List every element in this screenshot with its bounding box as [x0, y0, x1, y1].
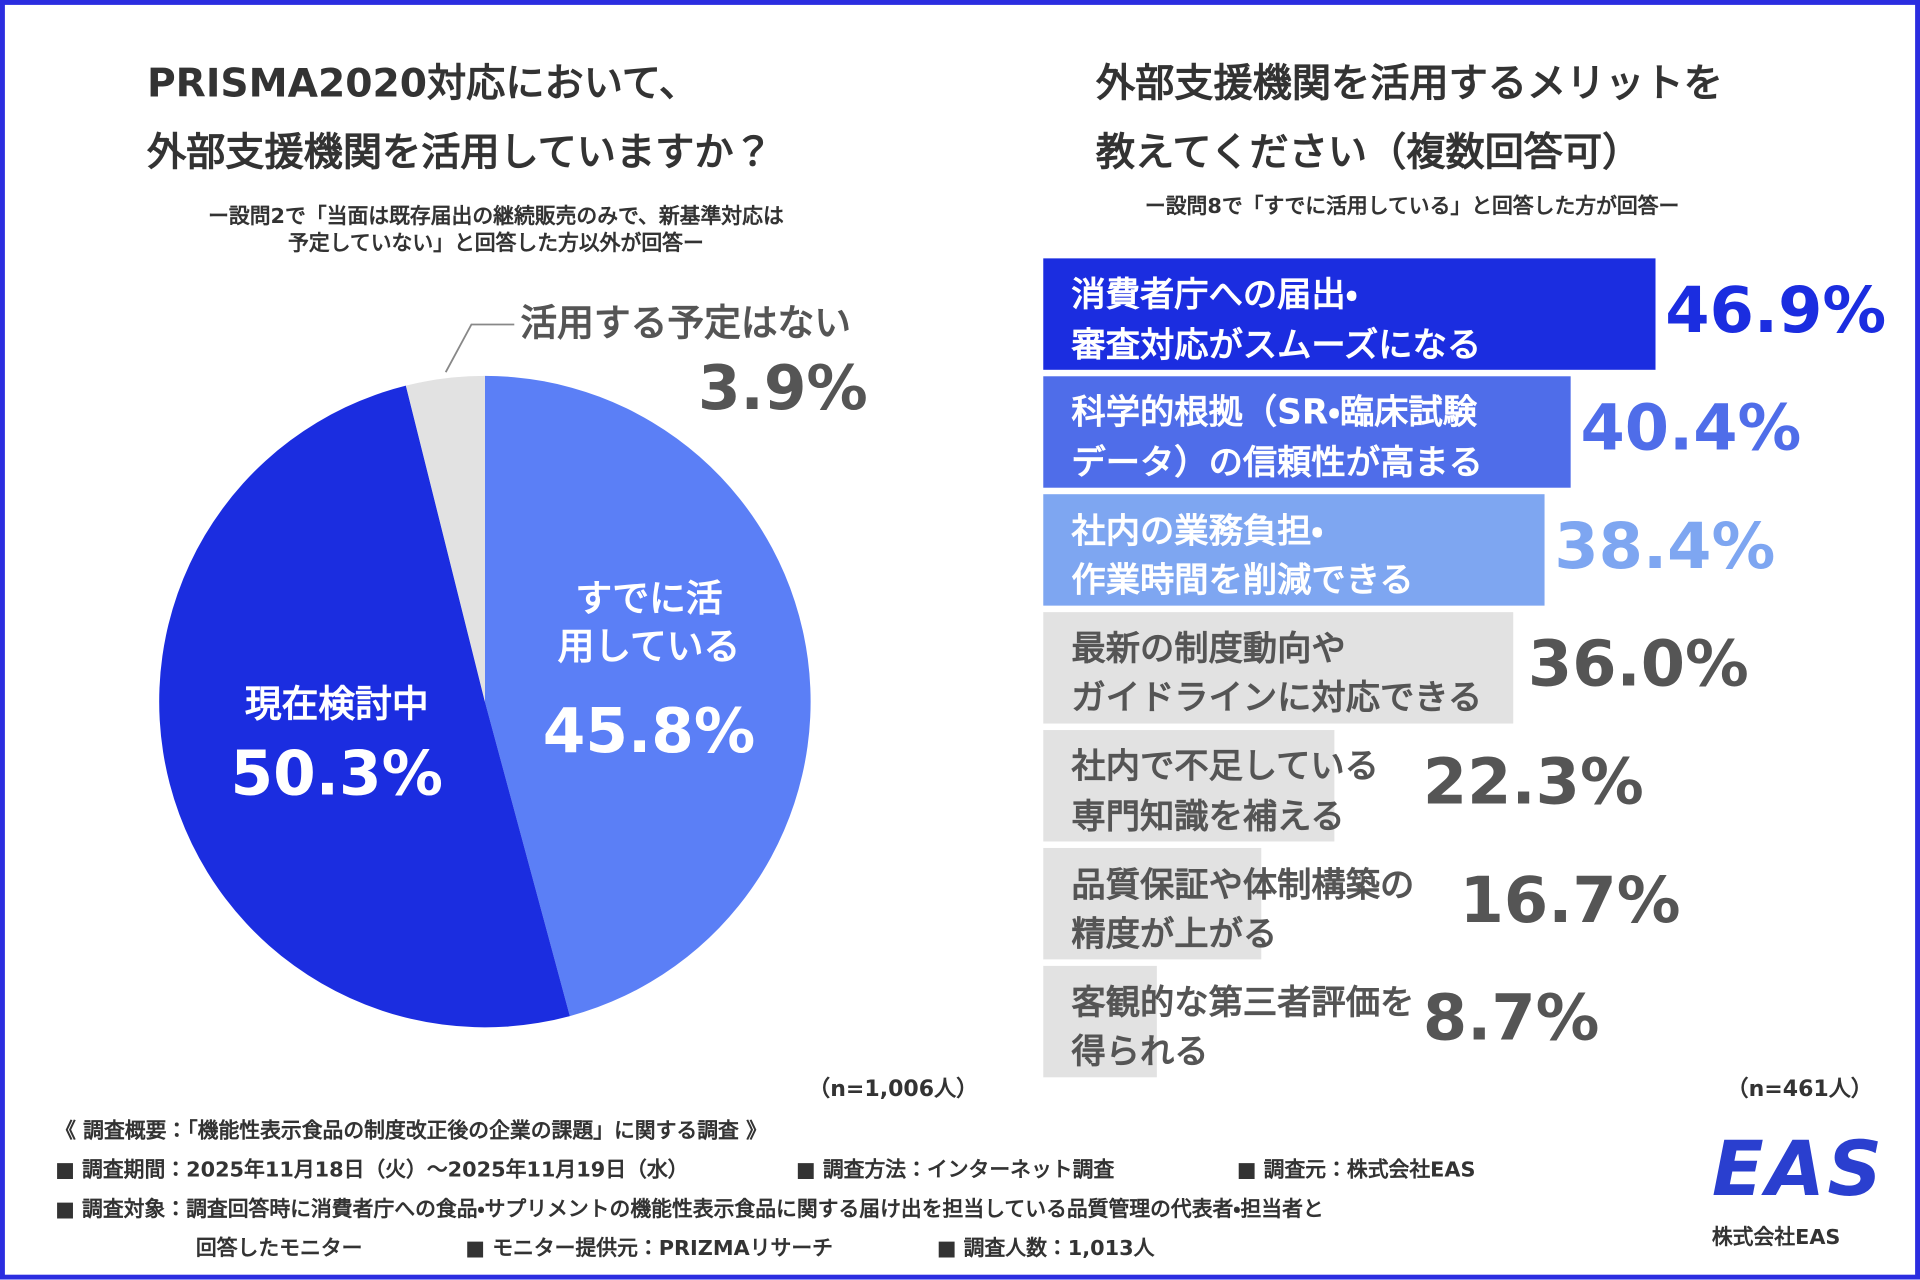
value-label: 16.7%: [1459, 863, 1681, 938]
value-label: 8.7%: [1422, 981, 1600, 1056]
bar-label: 品質保証や体制構築の 精度が上がる: [1071, 863, 1415, 954]
value-label: 38.4%: [1554, 510, 1776, 584]
value-label: 40.4%: [1580, 392, 1802, 466]
bar-label: 科学的根拠（SR・臨床試験 データ）の信頼性が高まる: [1071, 392, 1483, 483]
slice-label: 現在検討中: [244, 683, 429, 727]
bar-label: 最新の制度動向や ガイドラインに対応できる: [1071, 628, 1483, 719]
chart-title: 外部支援機関を活用するメリットを 教えてください（複数回答可）: [1095, 60, 1723, 176]
value-label: 46.9%: [1665, 274, 1887, 348]
bar-label: 消費者庁への届出・ 審査対応がスムーズになる: [1071, 274, 1482, 365]
footer-heading: 《 調査概要：「機能性表示食品の制度改正後の企業の課題」に関する調査 》: [55, 1119, 767, 1144]
chart-subtitle: ー設問8で「すでに活用している」と回答した方が回答ー: [1144, 194, 1680, 220]
company-name: 株式会社EAS: [1711, 1225, 1841, 1251]
bar: [1043, 612, 1514, 724]
footer-item: ■ 調査期間：2025年11月18日（火）～2025年11月19日（水）: [55, 1158, 689, 1183]
bar: [1043, 494, 1545, 606]
bar: [1043, 965, 1157, 1078]
footer-item: ■ 調査方法：インターネット調査: [795, 1158, 1115, 1183]
bar: [1043, 376, 1571, 488]
footer-item: ■ 調査元：株式会社EAS: [1236, 1158, 1476, 1183]
bar: [1043, 258, 1656, 370]
leader-line: [444, 323, 515, 373]
pie-slice: [405, 375, 485, 702]
chart-subtitle: ー設問2で「当面は既存届出の継続販売のみで、新基準対応は 予定していない」と回答…: [208, 204, 784, 257]
bar-label: 客観的な第三者評価を 得られる: [1071, 981, 1415, 1072]
bar: [1043, 730, 1335, 842]
bar-label: 社内で不足している 専門知識を補える: [1071, 745, 1379, 837]
footer-item: ■ モニター提供元：PRIZMAリサーチ: [465, 1236, 833, 1262]
value-label: 22.3%: [1422, 745, 1644, 820]
footer-item: ■ 調査対象：調査回答時に消費者庁への食品・サプリメントの機能性表示食品に関する…: [55, 1197, 1324, 1223]
logo: EAS: [1711, 1124, 1885, 1214]
slice-label: 活用する予定はない: [520, 302, 852, 346]
bar-label: 社内の業務負担・ 作業時間を削減できる: [1071, 510, 1414, 601]
sample-size: （n=1,006人）: [808, 1076, 979, 1103]
slice-label: すでに活 用している: [557, 577, 741, 669]
footer-item: 回答したモニター: [195, 1236, 363, 1262]
pie-slice: [484, 375, 811, 1017]
footer-item: ■ 調査人数：1,013人: [936, 1236, 1155, 1262]
slice-value: 3.9%: [697, 352, 868, 424]
pie-slice: [159, 385, 570, 1028]
bar: [1043, 847, 1262, 960]
slice-value: 50.3%: [230, 738, 443, 810]
chart-title: PRISMA2020対応において、 外部支援機関を活用していますか？: [146, 60, 773, 176]
slice-value: 45.8%: [542, 695, 756, 767]
value-label: 36.0%: [1527, 628, 1749, 702]
sample-size: （n=461人）: [1726, 1076, 1873, 1103]
